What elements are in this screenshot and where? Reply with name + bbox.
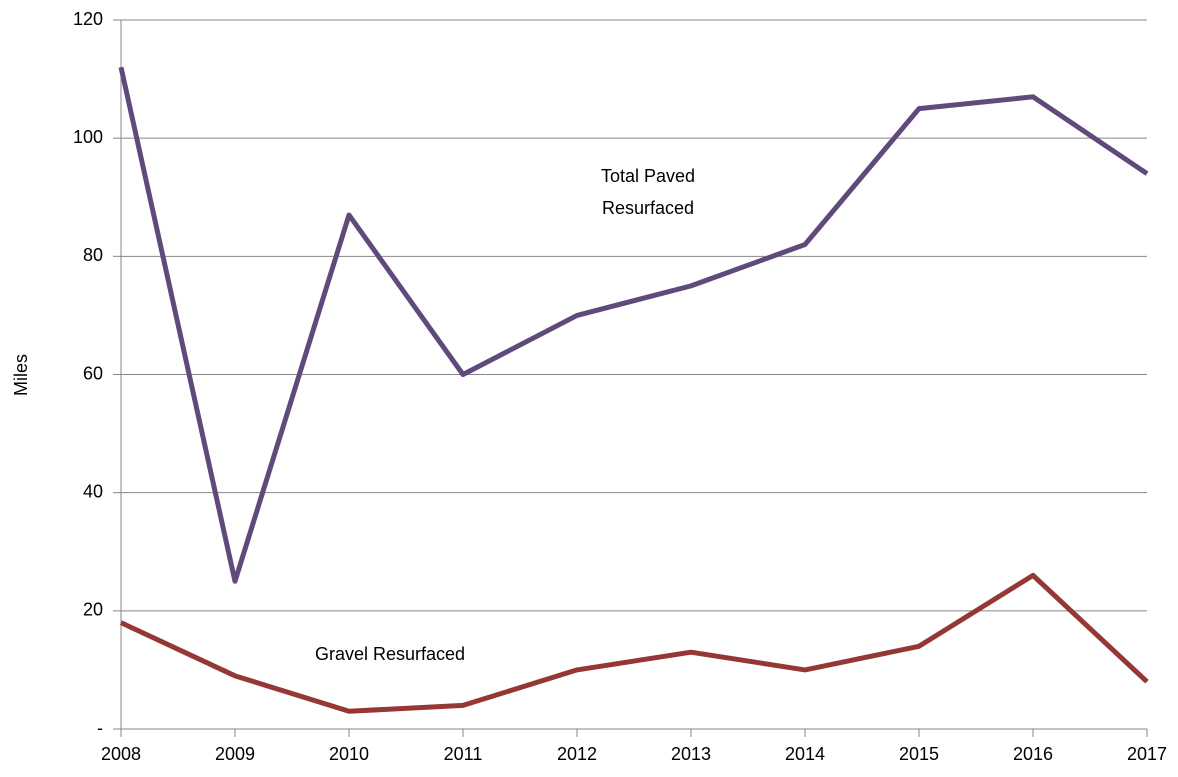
- x-tick-label: 2013: [671, 744, 711, 764]
- series-line: [119, 572, 1149, 714]
- x-tick-label: 2015: [899, 744, 939, 764]
- y-tick-label: 20: [83, 600, 103, 620]
- x-tick-label: 2008: [101, 744, 141, 764]
- x-tick-label: 2012: [557, 744, 597, 764]
- y-tick-label: 100: [73, 127, 103, 147]
- y-tick-label: 40: [83, 481, 103, 501]
- x-tick-label: 2017: [1127, 744, 1167, 764]
- series-label: Gravel Resurfaced: [314, 644, 466, 664]
- x-tick-label: 2009: [215, 744, 255, 764]
- series-line: [118, 66, 1149, 584]
- y-tick-label: 80: [83, 245, 103, 265]
- x-tick-label: 2016: [1013, 744, 1053, 764]
- y-tick-label: -: [97, 718, 103, 738]
- y-tick-label: 60: [83, 363, 103, 383]
- x-tick-label: 2010: [329, 744, 369, 764]
- y-tick-label: 120: [73, 9, 103, 29]
- y-axis-label: Miles: [11, 354, 31, 396]
- series-label: Total Paved Resurfaced: [600, 166, 696, 218]
- x-tick-label: 2011: [444, 744, 483, 764]
- x-tick-label: 2014: [785, 744, 825, 764]
